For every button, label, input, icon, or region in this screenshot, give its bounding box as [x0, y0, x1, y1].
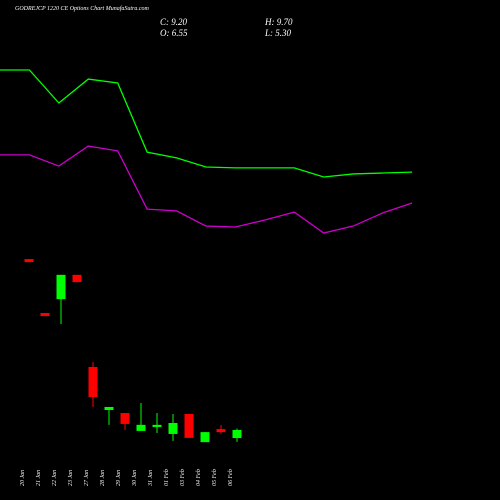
summary-close: C: 9.20 [160, 17, 188, 27]
candle-body [232, 430, 242, 439]
chart-title: GODREJCP 1220 CE Options Chart MunafaSut… [15, 5, 150, 12]
candle-body [40, 313, 50, 317]
candle-body [88, 366, 98, 397]
x-tick-label: 30 Jan [132, 470, 138, 487]
candle-body [216, 429, 226, 433]
candle-body [72, 274, 82, 283]
x-tick-label: 29 Jan [116, 470, 122, 486]
x-tick-label: 31 Jan [148, 470, 154, 487]
summary-high: H: 9.70 [264, 17, 293, 27]
x-tick-label: 04 Feb [195, 469, 202, 486]
x-tick-label: 28 Jan [100, 470, 106, 486]
x-tick-label: 20 Jan [20, 470, 26, 486]
indicator-line [0, 145, 413, 234]
candle-body [136, 424, 146, 431]
candle-body [24, 259, 34, 263]
x-tick-label: 01 Feb [164, 469, 170, 486]
candle-body [104, 406, 114, 410]
summary-open: O: 6.55 [160, 28, 188, 38]
candle-body [184, 413, 194, 438]
candle-body [168, 423, 178, 434]
candle-body [56, 274, 66, 300]
candle-body [152, 424, 162, 427]
x-tick-label: 23 Jan [68, 470, 74, 486]
x-tick-label: 22 Jan [52, 470, 58, 486]
indicator-line [0, 69, 413, 178]
x-tick-label: 27 Jan [84, 470, 90, 486]
x-tick-label: 06 Feb [228, 469, 234, 486]
x-tick-label: 03 Feb [180, 469, 186, 486]
x-tick-label: 05 Feb [212, 469, 218, 486]
candle-body [120, 413, 130, 424]
summary-low: L: 5.30 [264, 28, 292, 38]
x-tick-label: 21 Jan [36, 470, 42, 486]
candle-body [200, 432, 210, 443]
